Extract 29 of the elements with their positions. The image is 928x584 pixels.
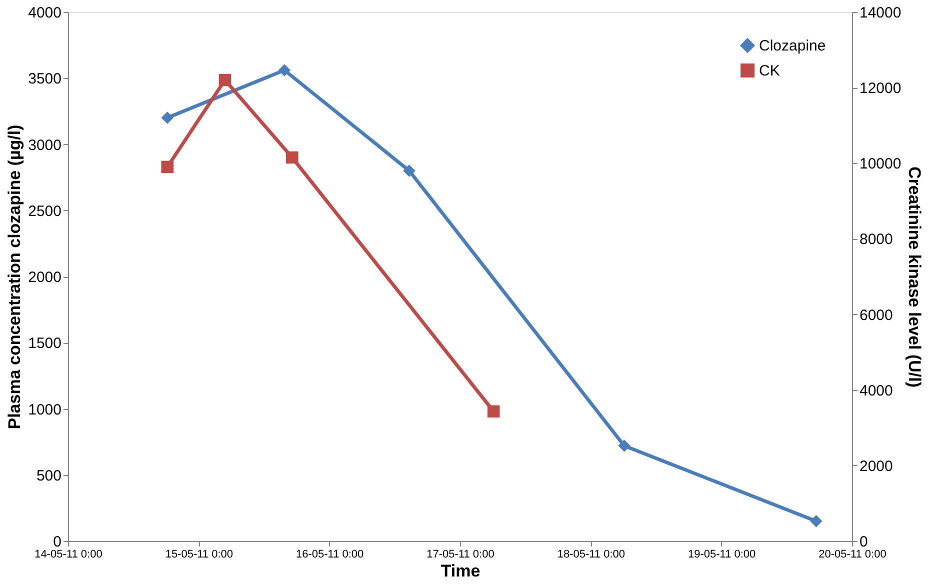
y2-tick-label: 14000 (860, 4, 902, 22)
y-tick-label: 4000 (28, 4, 62, 22)
y-tick-label: 3500 (28, 70, 62, 88)
y-tick-label: 1000 (28, 401, 62, 418)
y-axis-title: Plasma concentration clozapine (µg/l) (5, 124, 24, 430)
y-tick-label: 1500 (28, 335, 62, 352)
y2-tick-label: 8000 (860, 231, 893, 248)
x-tick-label: 17-05-11 0:00 (426, 548, 494, 560)
y2-tick-label: 6000 (860, 306, 893, 324)
y2-tick-label: 2000 (860, 458, 893, 475)
x-axis-title: Time (440, 562, 480, 580)
y2-tick-label: 4000 (860, 382, 893, 400)
legend-label: CK (759, 62, 780, 80)
x-tick-label: 20-05-11 0:00 (818, 548, 886, 560)
y-tick-label: 500 (36, 467, 62, 484)
x-tick-label: 18-05-11 0:00 (557, 548, 626, 560)
y2-tick-label: 12000 (860, 80, 902, 98)
x-tick-label: 16-05-11 0:00 (296, 548, 364, 560)
y2-tick-label: 0 (860, 534, 868, 550)
x-tick-label: 19-05-11 0:00 (688, 548, 756, 560)
y-tick-label: 3000 (28, 136, 62, 154)
y-tick-label: 2000 (28, 269, 62, 286)
x-tick-label: 15-05-11 0:00 (165, 548, 234, 560)
legend-label: Clozapine (759, 38, 826, 54)
y2-axis-title: Creatinine kinase level (U/l) (905, 166, 924, 388)
y2-tick-label: 10000 (860, 156, 902, 173)
x-tick-label: 14-05-11 0:00 (34, 548, 102, 560)
y-tick-label: 2500 (28, 202, 62, 220)
y-tick-label: 0 (53, 534, 62, 550)
